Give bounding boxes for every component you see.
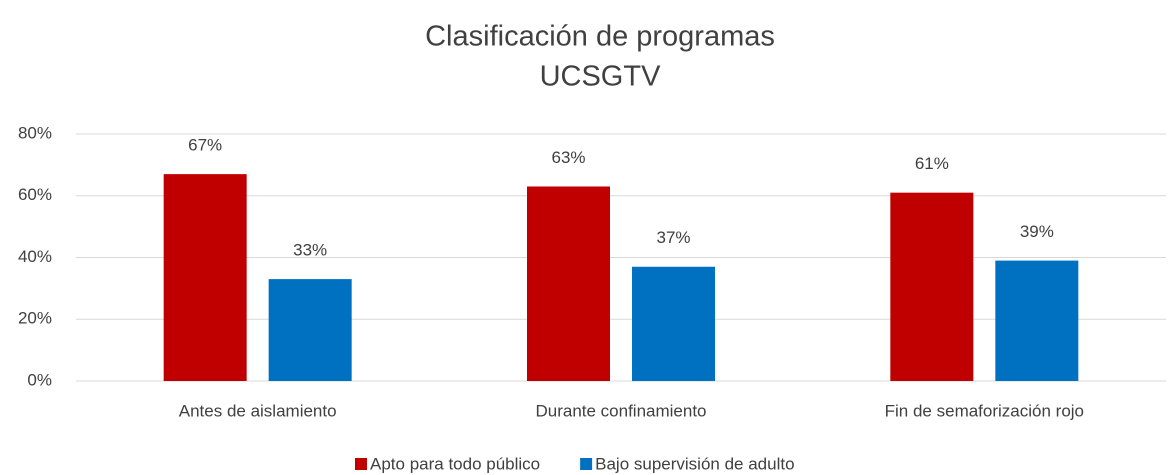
- value-label: 61%: [915, 154, 949, 173]
- value-label: 33%: [293, 241, 327, 260]
- value-label: 67%: [188, 136, 222, 155]
- chart-subtitle: UCSGTV: [540, 61, 662, 93]
- bar: [268, 279, 352, 381]
- bar: [527, 186, 610, 381]
- y-tick-label: 20%: [18, 309, 52, 328]
- y-tick-label: 60%: [18, 185, 52, 204]
- value-label: 39%: [1020, 222, 1054, 241]
- x-tick-label: Antes de aislamiento: [179, 401, 337, 420]
- y-tick-label: 0%: [27, 370, 52, 389]
- x-tick-label: Durante confinamiento: [535, 401, 706, 420]
- value-label: 63%: [551, 148, 585, 167]
- y-tick-label: 80%: [18, 123, 52, 142]
- legend-label: Bajo supervisión de adulto: [595, 454, 794, 473]
- legend-swatch: [355, 458, 367, 470]
- bar: [890, 192, 974, 381]
- legend-label: Apto para todo público: [370, 454, 540, 473]
- x-tick-label: Fin de semaforización rojo: [885, 401, 1084, 420]
- bar: [163, 174, 247, 381]
- legend-swatch: [580, 458, 593, 470]
- bar: [995, 260, 1079, 381]
- y-tick-label: 40%: [18, 247, 52, 266]
- value-label: 37%: [656, 228, 690, 247]
- bar: [632, 266, 715, 381]
- chart-title: Clasificación de programas: [425, 21, 775, 53]
